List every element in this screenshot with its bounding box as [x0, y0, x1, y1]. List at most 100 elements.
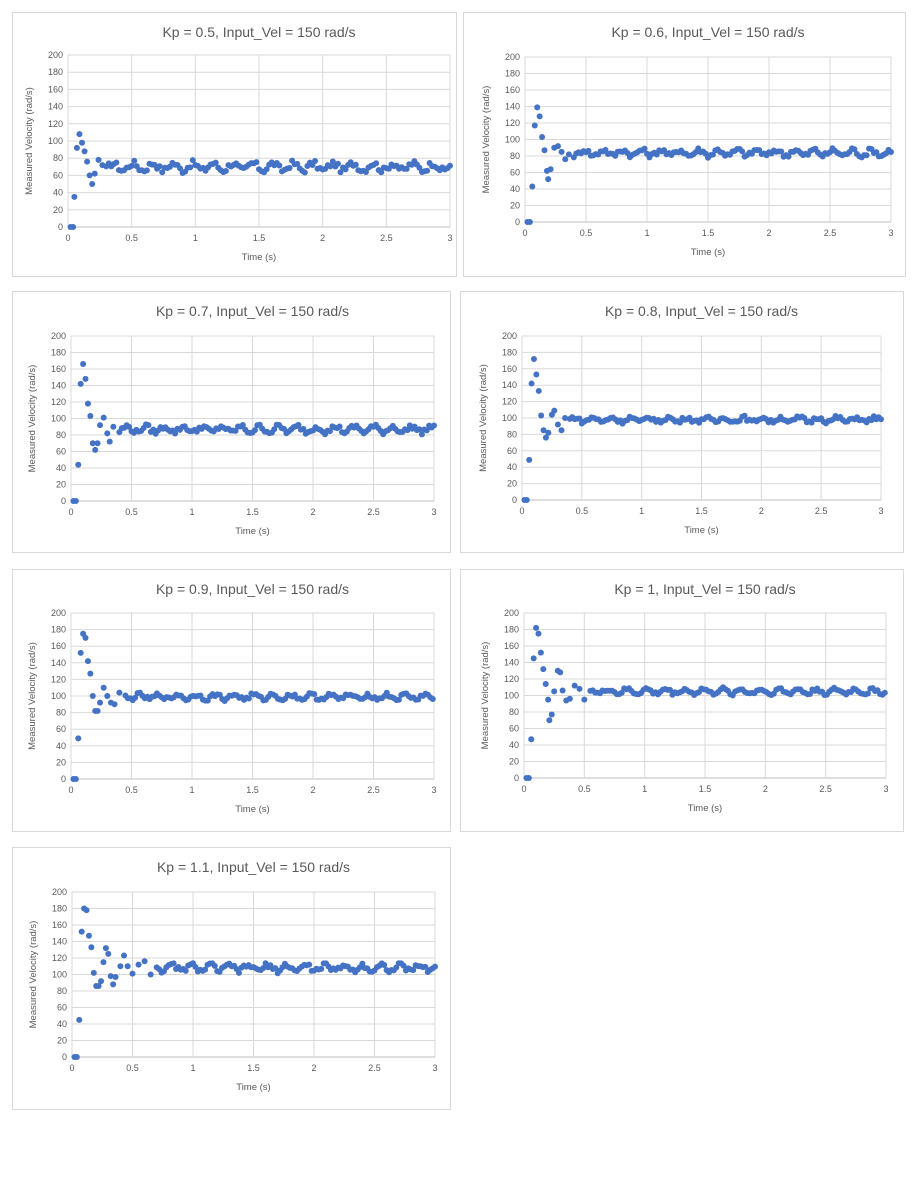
x-tick-label: 0	[521, 784, 526, 794]
data-point	[253, 159, 260, 166]
y-tick-label: 180	[502, 347, 517, 357]
data-point	[72, 776, 79, 782]
data-point	[342, 166, 349, 173]
data-point	[128, 162, 135, 169]
data-point	[557, 669, 564, 676]
data-point	[301, 169, 308, 176]
data-point	[263, 166, 270, 173]
y-tick-label: 40	[510, 184, 520, 194]
data-point	[90, 969, 97, 976]
data-point	[528, 736, 535, 743]
data-point	[222, 167, 229, 174]
data-point	[528, 380, 535, 387]
y-tick-label: 80	[507, 429, 517, 439]
data-point	[359, 960, 366, 967]
data-point	[159, 169, 166, 176]
data-point	[84, 158, 91, 165]
x-tick-label: 3	[447, 233, 452, 243]
data-point	[676, 419, 683, 426]
data-point	[82, 375, 89, 382]
data-point	[187, 164, 194, 171]
data-point	[329, 158, 336, 165]
data-point	[143, 167, 150, 174]
y-tick-label: 20	[53, 205, 63, 215]
data-point	[235, 969, 242, 976]
x-tick-label: 0	[519, 506, 524, 516]
data-point	[124, 963, 131, 970]
chart-svg: Kp = 0.5, Input_Vel = 150 rad/s020406080…	[24, 24, 453, 263]
x-tick-label: 2	[320, 233, 325, 243]
data-point	[189, 157, 196, 164]
x-tick-label: 3	[888, 228, 893, 238]
x-tick-label: 0.5	[578, 784, 591, 794]
data-point	[131, 157, 138, 164]
chart-panel-kp-0.7: Kp = 0.7, Input_Vel = 150 rad/s 0 20 40 60 80…	[12, 291, 451, 553]
data-point	[334, 160, 341, 167]
data-point	[295, 421, 302, 428]
data-point	[75, 461, 82, 468]
data-point	[98, 978, 105, 985]
y-tick-label: 140	[51, 381, 66, 391]
x-tick-label: 1	[189, 507, 194, 517]
y-tick-label: 200	[51, 331, 66, 341]
y-tick-label: 120	[502, 397, 517, 407]
y-tick-label: 60	[56, 724, 66, 734]
data-point	[239, 421, 246, 428]
x-tick-label: 1.5	[246, 507, 259, 517]
data-point	[112, 973, 119, 980]
data-point	[106, 438, 113, 445]
data-point	[94, 440, 101, 447]
y-tick-label: 0	[512, 495, 517, 505]
data-point	[70, 224, 77, 230]
data-point	[327, 163, 334, 170]
data-point	[404, 427, 411, 434]
x-tick-label: 1	[642, 784, 647, 794]
data-point	[271, 426, 278, 433]
data-point	[216, 691, 223, 698]
data-point	[76, 131, 83, 138]
data-point	[75, 735, 82, 742]
y-tick-label: 160	[505, 85, 520, 95]
x-tick-label: 1	[644, 228, 649, 238]
data-point	[85, 932, 92, 939]
data-point	[447, 162, 453, 169]
data-point	[111, 701, 118, 708]
x-tick-label: 0	[69, 1063, 74, 1073]
data-point	[97, 422, 104, 429]
data-point	[540, 666, 547, 673]
data-point	[232, 427, 239, 434]
data-point	[878, 416, 884, 423]
data-point	[537, 649, 544, 656]
y-tick-label: 200	[51, 608, 66, 618]
data-point	[95, 983, 102, 990]
y-tick-label: 60	[507, 446, 517, 456]
chart-title: Kp = 1, Input_Vel = 150 rad/s	[614, 581, 795, 597]
data-point	[851, 146, 858, 153]
y-tick-label: 120	[505, 118, 520, 128]
data-point	[863, 152, 870, 159]
data-point	[177, 165, 184, 172]
data-point	[83, 907, 90, 914]
y-tick-label: 80	[56, 708, 66, 718]
data-point	[362, 168, 369, 175]
x-tick-label: 2.5	[368, 1063, 381, 1073]
chart-panel-kp-1: Kp = 1, Input_Vel = 150 rad/s 0 20 40 60 80 10…	[460, 569, 904, 832]
data-point	[88, 944, 95, 951]
y-tick-label: 60	[53, 170, 63, 180]
data-point	[121, 952, 128, 959]
y-tick-label: 20	[56, 757, 66, 767]
data-point	[100, 959, 107, 966]
data-point	[92, 446, 99, 453]
data-point	[432, 963, 438, 970]
y-tick-label: 180	[48, 67, 63, 77]
data-point	[423, 427, 430, 434]
y-tick-label: 100	[52, 970, 67, 980]
data-point	[272, 965, 279, 972]
data-point	[566, 695, 573, 702]
y-tick-label: 60	[510, 168, 520, 178]
data-point	[526, 456, 533, 463]
data-point	[888, 149, 894, 156]
chart-svg: Kp = 0.8, Input_Vel = 150 rad/s020406080…	[478, 303, 884, 536]
data-point	[77, 649, 84, 656]
x-tick-label: 1.5	[253, 233, 266, 243]
